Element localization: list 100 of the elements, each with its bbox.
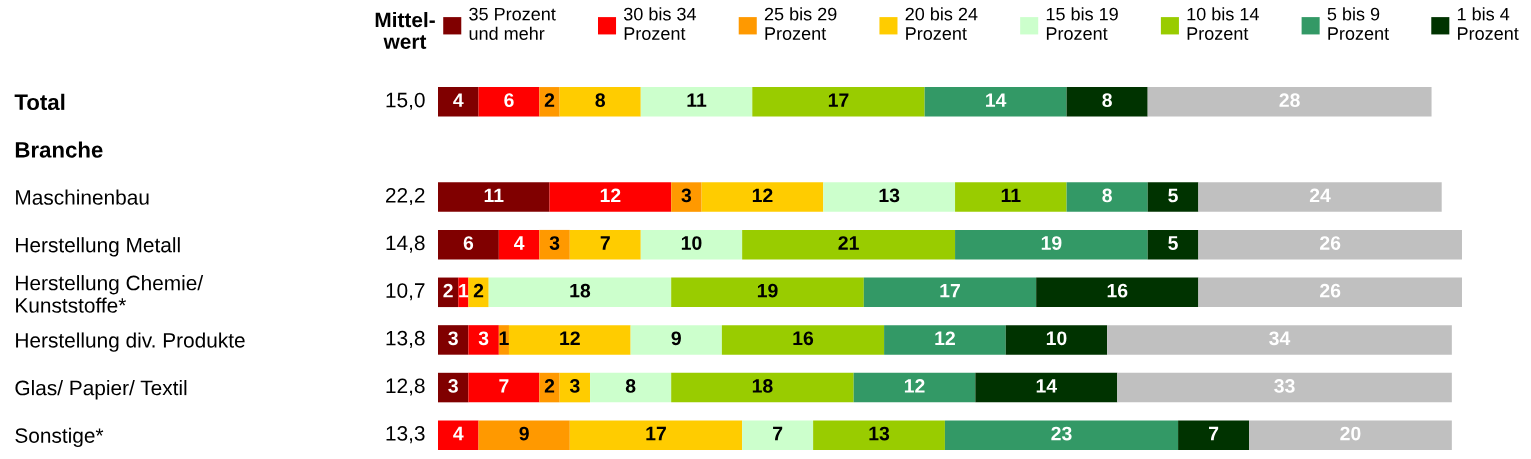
data-label: 28 [1279, 93, 1300, 108]
text: 13,8 [386, 330, 425, 348]
data-label: 9 [519, 426, 529, 441]
bar [640, 229, 743, 260]
bar [559, 87, 641, 117]
bar [468, 325, 499, 355]
data-label: 12 [600, 188, 621, 203]
data-label: 3 [549, 236, 560, 250]
bar [1198, 277, 1462, 308]
data-label: 12 [935, 331, 955, 345]
data-label: 7 [600, 236, 610, 250]
bar [944, 420, 1179, 450]
bar [742, 229, 956, 260]
data-label: 5 [1168, 188, 1178, 203]
bar [1147, 182, 1199, 212]
bar [671, 372, 854, 403]
data-label: 13 [879, 188, 900, 203]
data-label: 18 [752, 379, 773, 393]
data-label: 3 [681, 188, 692, 203]
bar [438, 87, 479, 117]
data-label: 13 [869, 426, 890, 441]
y-tick-label: Herstellung Chemie/ Kunststoffe* [16, 275, 204, 313]
data-label: 2 [544, 93, 555, 107]
bar [539, 87, 560, 117]
y-tick-label: Branche [15, 141, 103, 158]
bar [1178, 420, 1250, 450]
data-label: 1 [499, 331, 509, 345]
data-label: 17 [940, 283, 960, 298]
data-label: 12 [904, 379, 925, 393]
text: 22,2 [386, 187, 425, 206]
data-label: 34 [1269, 331, 1291, 346]
text: Mittel- wert [375, 12, 435, 49]
data-label: 19 [757, 283, 778, 298]
bar [1198, 229, 1462, 260]
bar [1147, 229, 1199, 260]
data-label: 7 [499, 379, 509, 393]
data-label: 10 [681, 236, 702, 250]
data-label: 18 [570, 283, 591, 298]
bar [478, 87, 540, 117]
data-label: 7 [773, 426, 783, 441]
data-label: 16 [793, 331, 814, 346]
data-label: 14 [1036, 379, 1058, 393]
legend-label: 30 bis 34 Prozent [623, 7, 697, 40]
legend-label: 5 bis 9 Prozent [1327, 7, 1389, 40]
data-label: 6 [463, 236, 474, 250]
bar [1036, 277, 1199, 308]
data-label: 14 [986, 93, 1007, 107]
bar [1117, 372, 1452, 403]
data-label: 9 [671, 331, 681, 346]
bar [539, 229, 570, 260]
data-label: 16 [1107, 283, 1128, 298]
data-label: 3 [448, 331, 458, 346]
data-label: 5 [1168, 236, 1178, 250]
data-label: 20 [1340, 426, 1361, 441]
data-label: 12 [560, 331, 580, 345]
legend-label: 25 bis 29 Prozent [764, 7, 837, 40]
bar [742, 420, 814, 450]
bar [975, 372, 1118, 403]
data-label: 17 [646, 426, 666, 441]
data-label: 3 [448, 379, 458, 393]
y-tick-label: Sonstige* [15, 427, 104, 448]
bar [468, 277, 489, 308]
bar [1107, 325, 1452, 355]
bar [508, 325, 631, 355]
y-tick-label: Total [14, 93, 65, 111]
bar [590, 372, 672, 403]
bar [863, 277, 1037, 308]
bar [569, 229, 641, 260]
data-label: 8 [1102, 93, 1112, 108]
data-label: 8 [1102, 188, 1112, 203]
bar [813, 420, 945, 450]
bar [853, 372, 976, 403]
data-label: 3 [569, 379, 580, 393]
text: 15,0 [386, 92, 425, 110]
data-label: 2 [473, 283, 484, 298]
bar [823, 182, 956, 212]
bar [1147, 87, 1432, 117]
data-label: 6 [504, 93, 514, 108]
data-label: 2 [443, 283, 453, 298]
data-label: 24 [1309, 188, 1331, 203]
bar [884, 325, 1006, 355]
data-label: 8 [625, 379, 636, 393]
data-label: 26 [1320, 236, 1341, 250]
data-label: 11 [484, 188, 504, 203]
bar [752, 87, 925, 117]
bar [701, 182, 824, 212]
data-label: 11 [1001, 188, 1021, 203]
data-label: 10 [1046, 331, 1067, 346]
legend-label: 1 bis 4 Prozent [1457, 7, 1519, 40]
legend-label: 35 Prozent und mehr [469, 7, 556, 40]
bar [1005, 325, 1108, 355]
data-label: 7 [1209, 426, 1219, 441]
text: 12,8 [386, 378, 425, 396]
bar [438, 182, 550, 212]
text: 14,8 [386, 235, 425, 253]
data-label: 26 [1320, 283, 1341, 298]
bar [721, 325, 885, 355]
data-label: 12 [752, 188, 773, 203]
text: 13,3 [386, 426, 425, 444]
bar [498, 229, 540, 260]
